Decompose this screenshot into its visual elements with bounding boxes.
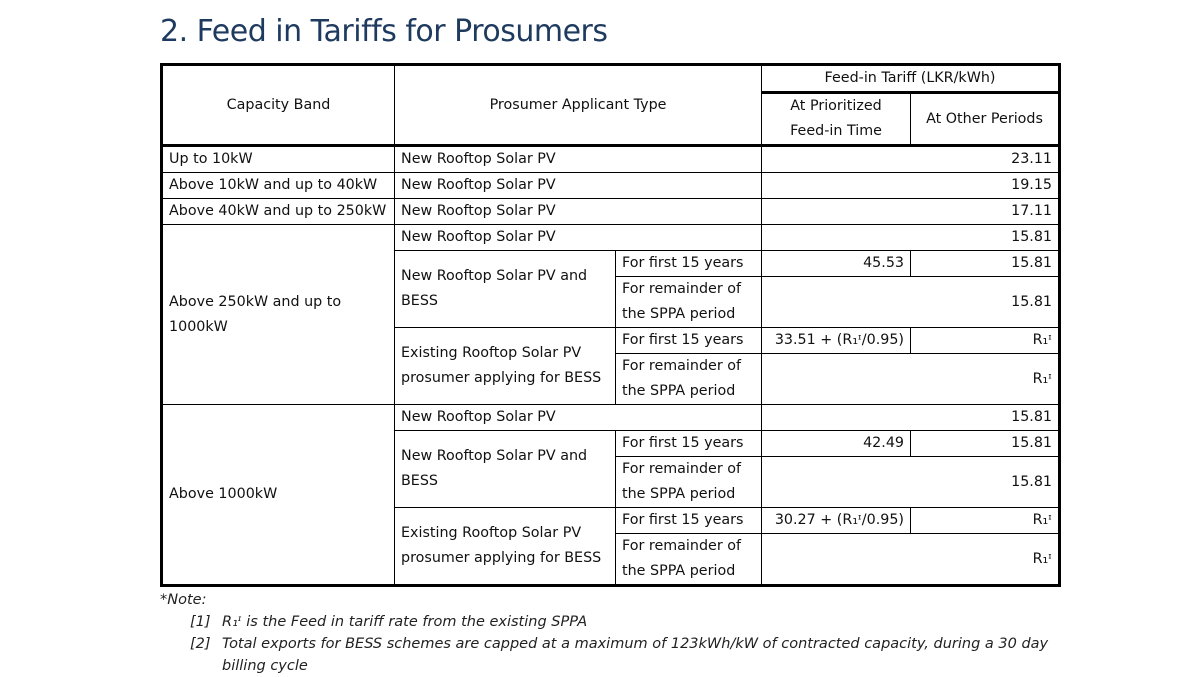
page-title: 2. Feed in Tariffs for Prosumers (160, 14, 608, 49)
applicant-type-cell: New Rooftop Solar PV and BESS (394, 250, 616, 328)
capacity-band-cell: Above 40kW and up to 250kW (161, 198, 395, 225)
applicant-type-cell: New Rooftop Solar PV (393, 172, 763, 199)
other-value-cell: R₁ᶦ (910, 507, 1061, 534)
tariff-group-header: Feed-in Tariff (LKR/kWh) (761, 64, 1061, 94)
applicant-type-header: Prosumer Applicant Type (393, 64, 763, 147)
tariff-value-cell: 15.81 (761, 404, 1061, 431)
table-row: Above 250kW and up to 1000kW New Rooftop… (161, 224, 1061, 405)
subheader-row: At Prioritized Feed-in Time At Other Per… (162, 92, 1061, 147)
period-cell: For first 15 years (614, 430, 763, 457)
other-value-cell: 15.81 (910, 430, 1061, 457)
table-row: Above 40kW and up to 250kW New Rooftop S… (161, 198, 1061, 225)
notes: *Note: [1] R₁ᶦ is the Feed in tariff rat… (160, 589, 1058, 677)
applicant-type-cell: New Rooftop Solar PV (393, 404, 763, 431)
other-value-cell: R₁ᶦ (910, 327, 1061, 354)
period-cell: For remainder of the SPPA period (614, 533, 763, 586)
capacity-band-header: Capacity Band (161, 64, 395, 147)
applicant-type-cell: New Rooftop Solar PV (393, 224, 763, 251)
other-periods-header: At Other Periods (910, 92, 1061, 147)
period-cell: For first 15 years (614, 327, 763, 354)
period-line2: the SPPA period (622, 486, 736, 502)
prioritized-value-cell: 42.49 (761, 430, 912, 457)
applicant-type-line1: New Rooftop Solar PV and (401, 448, 588, 464)
tariff-table: Capacity Band Prosumer Applicant Type Fe… (160, 63, 1062, 587)
note-index: [2] (190, 636, 211, 652)
table-row: Up to 10kW New Rooftop Solar PV 23.11 (161, 145, 1061, 173)
period-cell: For remainder of the SPPA period (614, 353, 763, 405)
header-row: Capacity Band Prosumer Applicant Type Fe… (161, 64, 1061, 147)
period-cell: For first 15 years (614, 250, 763, 277)
applicant-type-line1: New Rooftop Solar PV and (401, 268, 588, 284)
period-line2: the SPPA period (622, 306, 736, 322)
prioritized-value-cell: 30.27 + (R₁ᶦ/0.95) (761, 507, 912, 534)
period-cell: For remainder of the SPPA period (614, 456, 763, 508)
prioritized-value-cell: 45.53 (761, 250, 912, 277)
tariff-value-cell: 15.81 (761, 276, 1061, 328)
other-value-cell: 15.81 (910, 250, 1061, 277)
notes-heading: *Note: (160, 592, 207, 608)
capacity-band-line2: 1000kW (169, 318, 228, 335)
applicant-type-cell: New Rooftop Solar PV (393, 145, 763, 173)
period-cell: For first 15 years (614, 507, 763, 534)
applicant-type-cell: Existing Rooftop Solar PV prosumer apply… (394, 327, 616, 405)
table-row: New Rooftop Solar PV and BESS For first … (162, 250, 1061, 328)
capacity-band-cell: Above 250kW and up to 1000kW (161, 224, 395, 405)
prioritized-header-line2: Feed-in Time (790, 123, 882, 139)
tariff-value-cell: R₁ᶦ (761, 533, 1061, 586)
period-cell: For remainder of the SPPA period (614, 276, 763, 328)
prioritized-header-line1: At Prioritized (790, 98, 882, 114)
applicant-type-line2: prosumer applying for BESS (401, 370, 602, 386)
applicant-type-cell: New Rooftop Solar PV (393, 198, 763, 225)
capacity-band-cell: Above 10kW and up to 40kW (161, 172, 395, 199)
capacity-band-line1: Above 250kW and up to (169, 293, 342, 310)
applicant-type-line2: BESS (401, 293, 438, 309)
tariff-value-cell: 17.11 (761, 198, 1061, 225)
applicant-type-cell: Existing Rooftop Solar PV prosumer apply… (394, 507, 616, 586)
applicant-type-line2: BESS (401, 473, 438, 489)
applicant-type-line1: Existing Rooftop Solar PV (401, 525, 582, 541)
applicant-type-line1: Existing Rooftop Solar PV (401, 345, 582, 361)
period-line1: For remainder of (622, 358, 742, 374)
applicant-type-cell: New Rooftop Solar PV and BESS (394, 430, 616, 508)
note-index: [1] (190, 614, 211, 630)
period-line1: For remainder of (622, 281, 742, 297)
tariff-value-cell: 15.81 (761, 224, 1061, 251)
tariff-value-cell: R₁ᶦ (761, 353, 1061, 405)
applicant-type-line2: prosumer applying for BESS (401, 550, 602, 566)
period-line1: For remainder of (622, 538, 742, 554)
table-row: Existing Rooftop Solar PV prosumer apply… (162, 507, 1061, 586)
table-row: Above 1000kW New Rooftop Solar PV 15.81 (161, 404, 1061, 586)
tariff-value-cell: 19.15 (761, 172, 1061, 199)
period-line1: For remainder of (622, 461, 742, 477)
tariff-value-cell: 15.81 (761, 456, 1061, 508)
capacity-band-cell: Above 1000kW (161, 404, 395, 586)
note-item: [1] R₁ᶦ is the Feed in tariff rate from … (190, 611, 1058, 633)
note-item: [2] Total exports for BESS schemes are c… (190, 633, 1058, 677)
table-row: Above 10kW and up to 40kW New Rooftop So… (161, 172, 1061, 199)
capacity-band-cell: Up to 10kW (161, 145, 395, 173)
tariff-value-cell: 23.11 (761, 145, 1061, 173)
table-row: New Rooftop Solar PV and BESS For first … (162, 430, 1061, 508)
prioritized-header: At Prioritized Feed-in Time (761, 92, 912, 147)
note-text: R₁ᶦ is the Feed in tariff rate from the … (222, 614, 588, 630)
period-line2: the SPPA period (622, 563, 736, 579)
note-text: Total exports for BESS schemes are cappe… (222, 636, 1049, 674)
prioritized-value-cell: 33.51 + (R₁ᶦ/0.95) (761, 327, 912, 354)
table-row: Existing Rooftop Solar PV prosumer apply… (162, 327, 1061, 405)
period-line2: the SPPA period (622, 383, 736, 399)
